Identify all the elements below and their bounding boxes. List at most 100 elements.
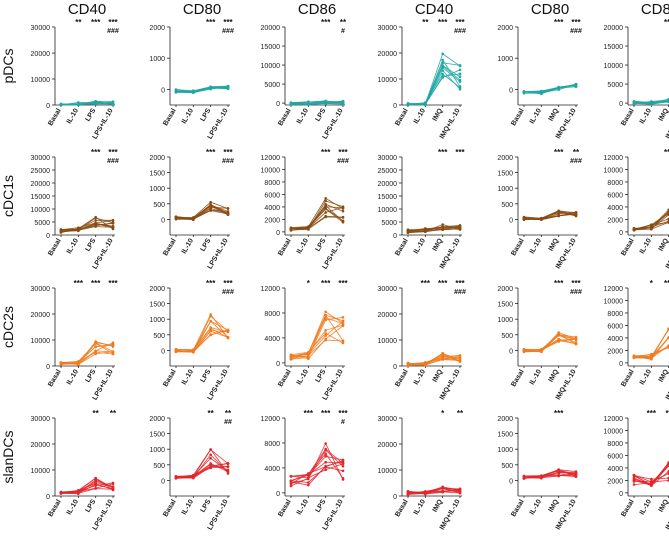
data-point	[192, 476, 195, 480]
y-tick-label: 2000	[149, 155, 165, 162]
data-point	[540, 92, 543, 95]
y-tick-label: 0	[161, 478, 165, 485]
data-point	[77, 490, 80, 493]
x-tick-label: IL-10	[529, 107, 543, 125]
data-point	[441, 52, 444, 56]
y-tick-label: 20000	[31, 51, 51, 58]
x-tick-label: LPS	[85, 498, 98, 514]
significance-star: ***	[74, 279, 84, 288]
data-point	[632, 479, 636, 482]
x-tick-label: Basal	[162, 368, 177, 388]
data-point	[209, 313, 212, 316]
y-tick-label: 5000	[381, 220, 397, 227]
y-tick-label: 500	[501, 202, 513, 209]
column-header-0: CD40	[68, 1, 106, 18]
y-tick-label: 1000	[149, 56, 165, 63]
donor-line	[290, 197, 344, 230]
donor-line	[523, 472, 577, 479]
data-point	[94, 219, 97, 222]
x-tick-label: IL-10	[66, 237, 80, 255]
y-tick-label: 12000	[261, 155, 281, 162]
significance-star: ***	[554, 409, 564, 418]
data-point	[406, 492, 410, 495]
y-tick-label: 2000	[497, 25, 513, 32]
significance-hash: ###	[570, 158, 582, 165]
donor-line	[523, 213, 577, 220]
data-point	[341, 319, 345, 323]
donor-line	[290, 103, 344, 105]
donor-line	[60, 488, 114, 494]
y-tick-label: 1000	[497, 186, 513, 193]
significance-hash: ###	[107, 158, 119, 165]
x-tick-label: IMQ	[432, 368, 445, 383]
y-tick-label: 4000	[264, 466, 280, 473]
x-tick-label: IMQ	[432, 237, 445, 252]
donor-line	[60, 101, 114, 105]
data-point	[632, 228, 636, 232]
y-tick-label: 8000	[607, 441, 623, 448]
data-point	[324, 448, 327, 452]
y-tick-label: 1500	[149, 302, 165, 309]
data-point	[209, 333, 212, 337]
significance-star: ***	[554, 148, 564, 157]
x-tick-label: IMQ	[432, 498, 445, 513]
significance-star: ***	[455, 148, 465, 157]
data-point	[574, 472, 578, 476]
x-tick-label: IMQ	[658, 107, 669, 122]
donor-line	[175, 86, 229, 94]
data-point	[94, 341, 97, 345]
data-point	[632, 474, 636, 478]
x-tick-label: Basal	[394, 107, 409, 127]
data-point	[324, 465, 327, 469]
donor-line	[60, 222, 114, 233]
significance-star: ***	[438, 18, 448, 27]
donor-line	[523, 469, 577, 479]
y-tick-label: 10000	[261, 167, 281, 174]
donor-line	[290, 449, 344, 487]
x-tick-label: LPS	[85, 237, 98, 253]
significance-star: ***	[438, 279, 448, 288]
y-tick-label: 10000	[378, 207, 398, 214]
donor-line	[60, 223, 114, 230]
x-tick-label: IL-10	[296, 368, 310, 386]
y-tick-label: 20000	[604, 25, 624, 32]
data-point	[632, 483, 636, 486]
data-point	[111, 488, 115, 492]
data-point	[307, 103, 310, 106]
data-point	[458, 75, 462, 79]
donor-line	[290, 206, 344, 229]
data-point	[59, 362, 63, 366]
data-point	[341, 339, 345, 342]
x-tick-label: IL-10	[296, 107, 310, 125]
donor-line	[290, 215, 344, 231]
data-point	[522, 217, 526, 221]
data-point	[557, 214, 560, 217]
y-tick-label: 30000	[378, 286, 398, 293]
data-point	[174, 348, 178, 352]
donor-line	[407, 487, 461, 494]
x-tick-label: IL-10	[181, 498, 195, 516]
data-point	[209, 448, 212, 451]
donor-line	[523, 338, 577, 351]
data-point	[341, 316, 345, 319]
data-point	[209, 209, 212, 212]
y-tick-label: 4000	[264, 336, 280, 343]
significance-star: ***	[108, 148, 118, 157]
data-point	[424, 102, 427, 106]
data-point	[94, 484, 97, 487]
data-point	[424, 492, 427, 496]
data-point	[111, 482, 115, 486]
data-point	[632, 476, 636, 480]
y-tick-label: 10000	[261, 63, 281, 70]
significance-star: *	[441, 409, 445, 418]
data-point	[441, 357, 444, 360]
x-tick-label: IL-10	[181, 368, 195, 386]
y-tick-label: 30000	[31, 155, 51, 162]
data-point	[111, 101, 115, 104]
y-tick-label: 1000	[497, 317, 513, 324]
data-point	[522, 476, 526, 480]
data-point	[111, 486, 115, 490]
y-tick-label: 20000	[261, 25, 281, 32]
data-point	[441, 64, 444, 68]
donor-line	[633, 462, 669, 486]
